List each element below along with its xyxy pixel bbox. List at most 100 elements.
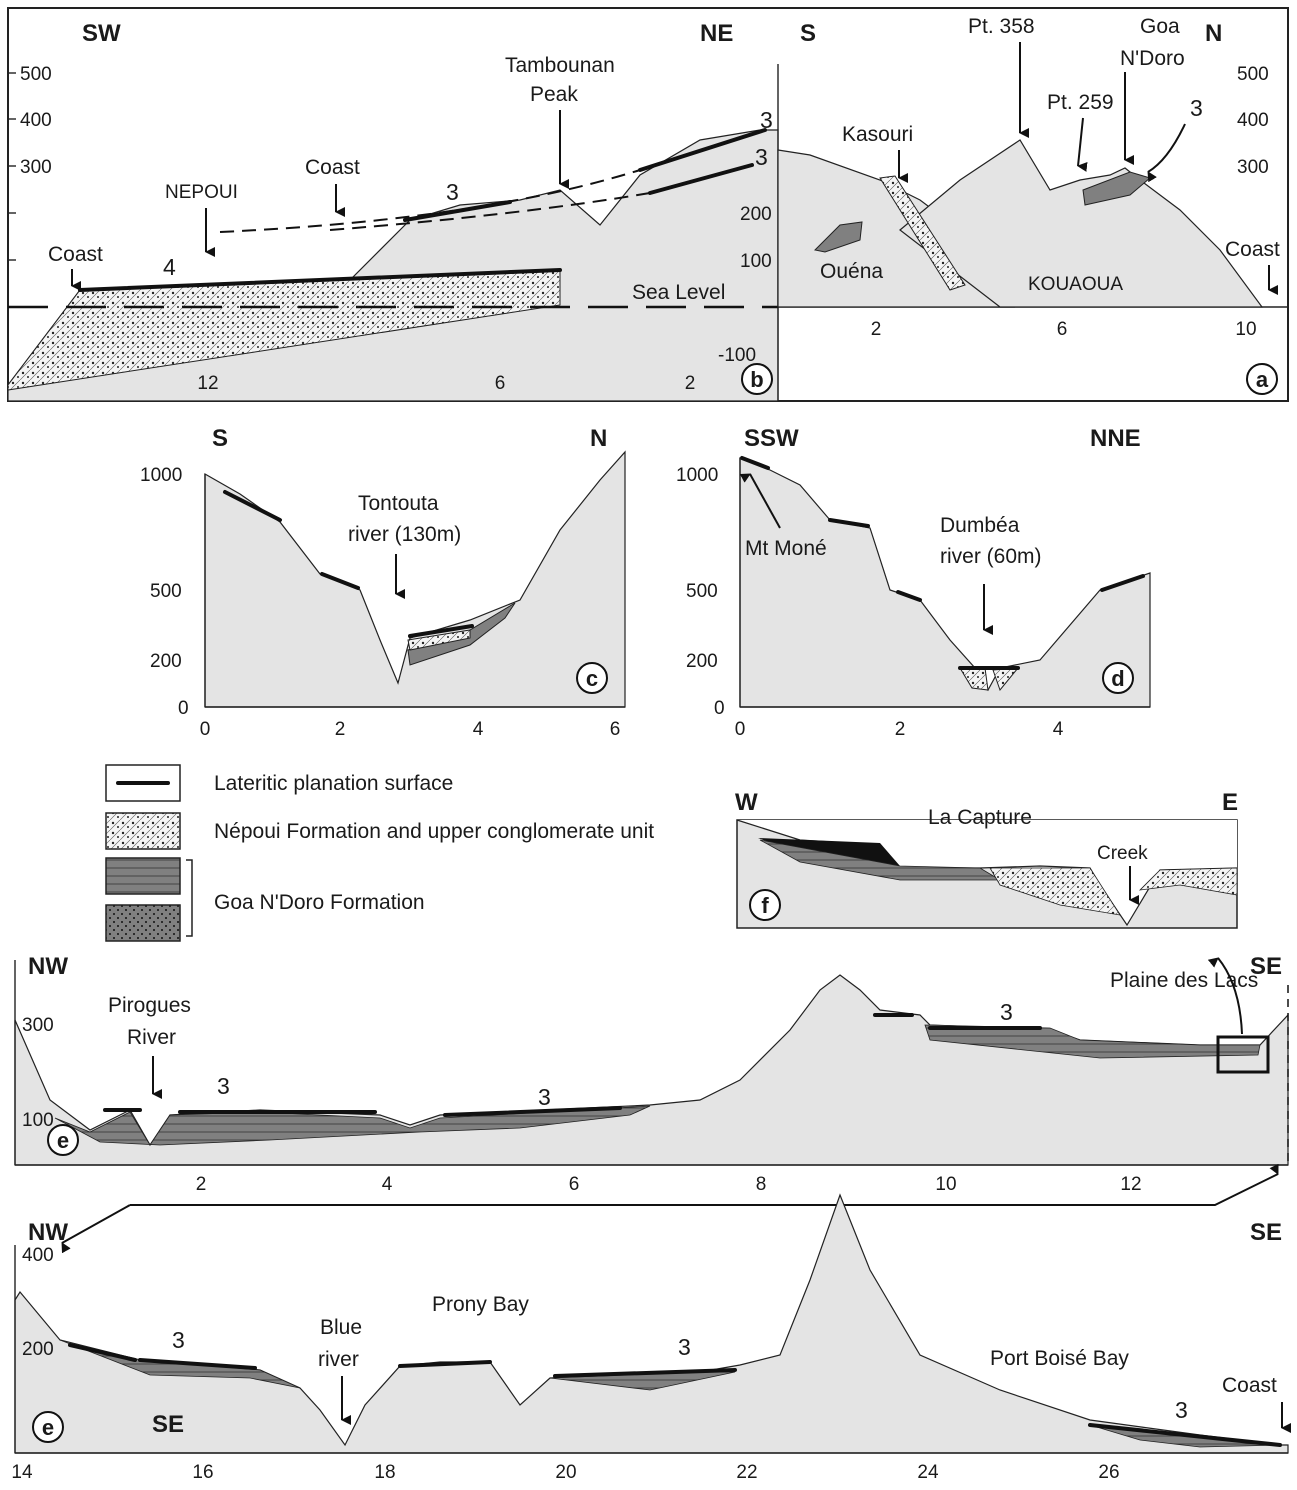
b-xlabel-6: 6 bbox=[495, 373, 506, 394]
b-unit-3b: 3 bbox=[760, 107, 773, 133]
e1-xlabel-8: 8 bbox=[756, 1174, 767, 1195]
d-lateritic-3 bbox=[896, 590, 922, 602]
e1-unit-3c: 3 bbox=[1000, 999, 1013, 1025]
lateritic-surface-3-mid bbox=[648, 163, 754, 195]
e2-tag-circle bbox=[32, 1411, 64, 1443]
b-peak-2: Peak bbox=[530, 83, 578, 106]
d-lateritic-1 bbox=[740, 456, 770, 470]
a-ylabel-200: 200 bbox=[740, 204, 772, 225]
f-lateritic-cap bbox=[758, 838, 900, 866]
e1-plaine-arrow bbox=[1207, 957, 1243, 1035]
a-pt358: Pt. 358 bbox=[968, 15, 1035, 38]
a-ylabel-300: 300 bbox=[1237, 157, 1269, 178]
e2-lateritic-4 bbox=[553, 1368, 737, 1378]
panel-e1: NW SE 300 100 2 4 6 8 10 12 Pirogues Riv… bbox=[14, 953, 1289, 1195]
a-ouena-block bbox=[813, 221, 863, 253]
e2-xlabel-26: 26 bbox=[1098, 1462, 1119, 1483]
b-nepoui: NEPOUI bbox=[165, 182, 238, 203]
c-terrain bbox=[204, 450, 626, 708]
a-pt259-arrow bbox=[1077, 117, 1088, 172]
e1-dir-left: NW bbox=[28, 953, 68, 980]
e2-unit-3a: 3 bbox=[172, 1327, 185, 1353]
f-dir-right: E bbox=[1222, 789, 1238, 816]
e2-xlabel-16: 16 bbox=[192, 1462, 213, 1483]
legend-item-3: Goa N'Doro Formation bbox=[214, 891, 425, 914]
f-title: La Capture bbox=[928, 806, 1032, 829]
e-connector-right bbox=[130, 1163, 1279, 1206]
e1-capture-box bbox=[1216, 1035, 1270, 1074]
panel-f: W E La Capture Creek f bbox=[735, 789, 1238, 929]
a-ouena: Ouéna bbox=[820, 260, 883, 283]
e2-lateritic-3 bbox=[398, 1360, 492, 1368]
e1-ylabel-300: 300 bbox=[22, 1015, 54, 1036]
b-peak-1: Tambounan bbox=[505, 54, 615, 77]
a-goa-2: N'Doro bbox=[1120, 47, 1185, 70]
e1-ylabel-100: 100 bbox=[22, 1110, 54, 1131]
a-kouaoua: KOUAOUA bbox=[1028, 274, 1123, 295]
d-xlabel-4: 4 bbox=[1053, 719, 1064, 740]
e1-xlabel-10: 10 bbox=[935, 1174, 956, 1195]
d-dir-right: NNE bbox=[1090, 425, 1141, 452]
b-ylabel-300: 300 bbox=[20, 157, 52, 178]
e1-xlabel-12: 12 bbox=[1120, 1174, 1141, 1195]
a-unit-3-arrow bbox=[1147, 123, 1186, 183]
e-connector bbox=[61, 1163, 1279, 1254]
b-dir-right: NE bbox=[700, 20, 733, 47]
e1-unit-3b: 3 bbox=[538, 1084, 551, 1110]
c-tag-circle bbox=[576, 662, 608, 694]
e-connector-left bbox=[61, 1204, 131, 1254]
a-xlabel-10: 10 bbox=[1235, 319, 1256, 340]
d-xlabel-2: 2 bbox=[895, 719, 906, 740]
f-nepoui bbox=[989, 867, 1121, 916]
e2-xlabel-22: 22 bbox=[736, 1462, 757, 1483]
d-river-2: river (60m) bbox=[940, 545, 1042, 568]
a-goa-ndoro-block bbox=[1082, 171, 1152, 206]
c-xlabel-4: 4 bbox=[473, 719, 484, 740]
c-xlabel-2: 2 bbox=[335, 719, 346, 740]
a-kasouri: Kasouri bbox=[842, 123, 913, 146]
f-nepoui-right bbox=[1138, 867, 1238, 896]
e1-tag-circle bbox=[47, 1124, 79, 1156]
d-terrain bbox=[739, 457, 1151, 708]
panel-d: SSW NNE 1000 500 200 0 0 2 4 Mt Moné Dum… bbox=[676, 425, 1151, 740]
b-unit-3c: 3 bbox=[755, 144, 768, 170]
a-unit-3: 3 bbox=[1190, 95, 1203, 121]
legend: Lateritic planation surface Népoui Forma… bbox=[105, 764, 654, 942]
projected-surface-dash-1 bbox=[219, 169, 641, 233]
e1-river-1: Pirogues bbox=[108, 994, 191, 1017]
panel-a: S N 500 400 300 200 100 -100 2 6 10 Pt. … bbox=[718, 15, 1288, 401]
f-creek: Creek bbox=[1097, 843, 1148, 864]
e1-xlabel-2: 2 bbox=[196, 1174, 207, 1195]
e1-lateritic-3 bbox=[443, 1106, 622, 1117]
d-xlabel-0: 0 bbox=[735, 719, 746, 740]
e2-dir-left: NW bbox=[28, 1219, 68, 1246]
d-lateritic-2 bbox=[828, 518, 870, 528]
b-tag-circle bbox=[741, 363, 773, 395]
a-tag: a bbox=[1256, 367, 1269, 392]
lateritic-surface-3-high bbox=[638, 128, 767, 172]
a-xlabel-2: 2 bbox=[871, 319, 882, 340]
lateritic-surface-4 bbox=[78, 268, 562, 292]
c-lateritic-3 bbox=[408, 624, 474, 638]
c-tag: c bbox=[586, 666, 598, 691]
e1-dir-right: SE bbox=[1250, 953, 1282, 980]
e2-tag: e bbox=[42, 1415, 54, 1440]
c-ylabel-1000: 1000 bbox=[140, 465, 182, 486]
legend-item-1: Lateritic planation surface bbox=[214, 772, 453, 795]
d-mt-arrow bbox=[739, 473, 781, 529]
e2-ylabel-200: 200 bbox=[22, 1339, 54, 1360]
d-mt-mone: Mt Moné bbox=[745, 537, 827, 560]
e2-xlabel-24: 24 bbox=[917, 1462, 939, 1483]
e2-ylabel-400: 400 bbox=[22, 1245, 54, 1266]
c-lateritic-2 bbox=[320, 572, 360, 590]
b-unit-4: 4 bbox=[163, 254, 176, 280]
e2-xlabel-14: 14 bbox=[11, 1462, 33, 1483]
a-xlabel-6: 6 bbox=[1057, 319, 1068, 340]
d-ylabel-1000: 1000 bbox=[676, 465, 718, 486]
panel-b: 500 400 300 SW NE 12 6 2 Coast NEPOUI Co… bbox=[7, 7, 1289, 402]
c-dir-left: S bbox=[212, 425, 228, 452]
e2-unit-3c: 3 bbox=[1175, 1397, 1188, 1423]
e2-dir-right: SE bbox=[1250, 1219, 1282, 1246]
c-dir-right: N bbox=[590, 425, 607, 452]
